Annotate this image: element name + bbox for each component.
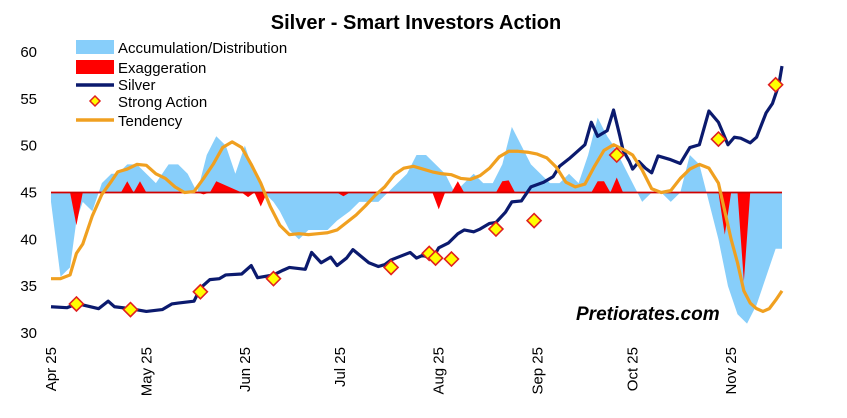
legend-silver-label: Silver: [118, 77, 156, 94]
strong-action-marker-7: [443, 250, 460, 268]
strong-action-marker-6: [427, 249, 444, 267]
legend-exaggeration-swatch: [76, 60, 114, 74]
strong-action-marker-1: [122, 301, 139, 318]
strong-action-marker-9: [525, 212, 543, 229]
x-tick-label: Jul 25: [332, 347, 349, 387]
x-tick-label: Nov 25: [723, 347, 740, 395]
strong-action-marker-4: [382, 259, 400, 276]
line-layer: [50, 65, 784, 314]
strong-action-marker-3: [265, 270, 282, 287]
x-tick-label: May 25: [138, 347, 155, 396]
y-tick-label: 30: [20, 325, 37, 342]
strong-action-marker-2: [192, 283, 209, 300]
legend-strong-action-label: Strong Action: [118, 94, 207, 111]
watermark: Pretiorates.com: [576, 304, 720, 325]
accumulation-area: [51, 117, 782, 324]
silver-line: [50, 65, 784, 314]
tendency-line: [51, 140, 784, 314]
accumulation-area-layer: [51, 117, 782, 324]
y-tick-label: 35: [20, 278, 37, 295]
y-tick-label: 40: [20, 231, 37, 248]
legend-tendency-label: Tendency: [118, 113, 183, 130]
strong-action-marker-10: [608, 146, 625, 164]
x-tick-label: Jun 25: [237, 347, 254, 392]
x-axis: Apr 25 May 25 Jun 25 Jul 25 Aug 25 Sep 25 Oct …: [43, 347, 740, 396]
exaggeration-area-layer: [51, 177, 782, 282]
x-tick-label: Aug 25: [431, 347, 448, 395]
strong-action-marker-0: [68, 295, 85, 313]
legend-accumulation-swatch: [76, 40, 114, 54]
legend-strong-action-swatch: [88, 94, 102, 108]
legend-exaggeration-label: Exaggeration: [118, 60, 206, 77]
y-tick-label: 55: [20, 91, 37, 108]
y-tick-label: 45: [20, 185, 37, 202]
y-axis: 30 35 40 45 50 55 60: [20, 44, 37, 342]
legend-accumulation-label: Accumulation/Distribution: [118, 40, 287, 57]
x-tick-label: Sep 25: [529, 347, 546, 395]
strong-action-marker-11: [710, 130, 727, 148]
exaggeration-area: [51, 177, 782, 282]
strong-action-marker-12: [767, 76, 784, 93]
strong-action-marker-8: [487, 220, 505, 238]
x-tick-label: Apr 25: [43, 347, 60, 391]
y-tick-label: 60: [20, 44, 37, 61]
chart-title: Silver - Smart Investors Action: [271, 12, 561, 34]
x-tick-label: Oct 25: [625, 347, 642, 391]
strong-action-marker-layer: [68, 76, 784, 318]
legend: Accumulation/Distribution Exaggeration S…: [76, 40, 287, 130]
y-tick-label: 50: [20, 138, 37, 155]
